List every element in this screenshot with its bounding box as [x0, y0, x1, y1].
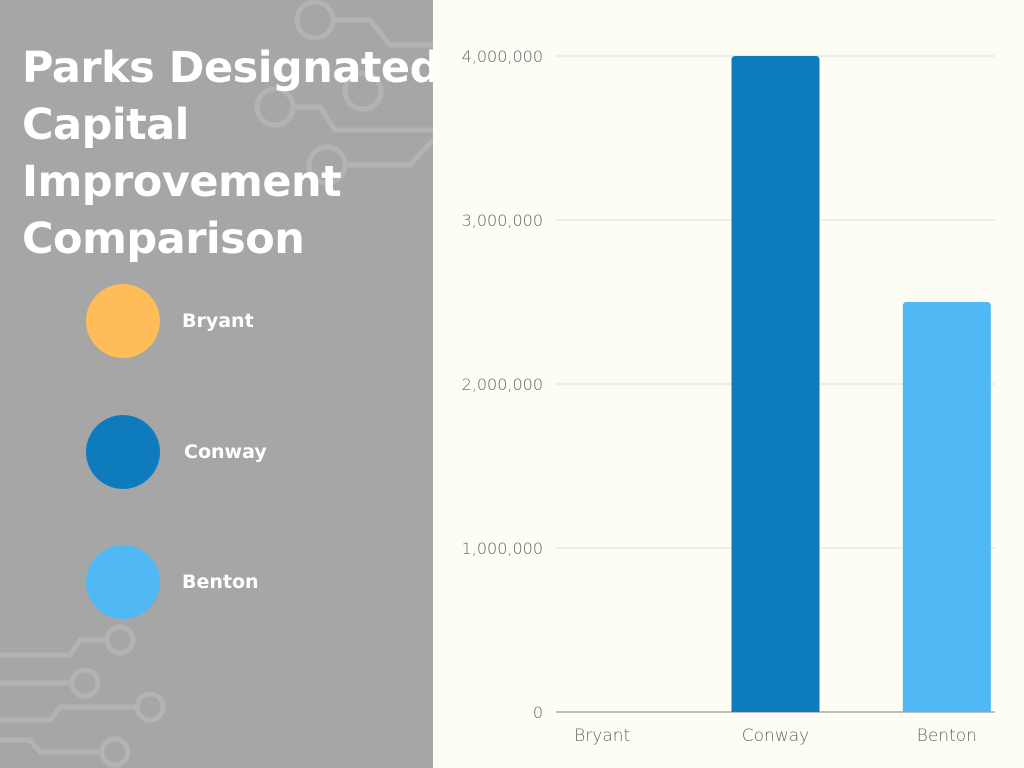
legend-label: Conway — [184, 441, 267, 463]
bar-chart: 0 1,000,000 2,000,000 3,000,000 4,000,000 Bry… — [462, 47, 995, 746]
legend-swatch — [86, 284, 160, 358]
bar-conway — [731, 56, 820, 712]
legend-item-conway: Conway — [86, 415, 386, 489]
legend-panel: Parks Designated Capital Improvement Com… — [0, 0, 433, 768]
legend-item-benton: Benton — [86, 545, 386, 619]
legend-swatch — [86, 545, 160, 619]
y-tick-label: 4,000,000 — [462, 47, 543, 66]
x-tick-label: Benton — [917, 726, 977, 746]
legend-label: Benton — [182, 571, 259, 593]
y-tick-label: 3,000,000 — [462, 211, 543, 230]
y-tick-label: 1,000,000 — [462, 539, 543, 558]
x-tick-label: Bryant — [574, 726, 630, 746]
y-tick-label: 2,000,000 — [462, 375, 543, 394]
legend-item-bryant: Bryant — [86, 284, 386, 358]
bar-benton — [902, 302, 991, 712]
legend-swatch — [86, 415, 160, 489]
legend-label: Bryant — [182, 310, 254, 332]
page-title: Parks Designated Capital Improvement Com… — [22, 43, 433, 264]
y-tick-label: 0 — [533, 703, 543, 722]
x-tick-label: Conway — [742, 726, 809, 746]
circuit-decoration — [0, 0, 433, 768]
